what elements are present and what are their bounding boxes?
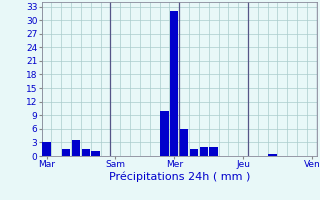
Bar <box>62 149 70 156</box>
Bar <box>190 149 198 156</box>
Bar <box>160 111 169 156</box>
Bar <box>200 147 208 156</box>
X-axis label: Précipitations 24h ( mm ): Précipitations 24h ( mm ) <box>108 172 250 182</box>
Bar <box>209 147 218 156</box>
Bar <box>180 129 188 156</box>
Bar <box>72 140 80 156</box>
Bar <box>92 151 100 156</box>
Bar <box>42 142 51 156</box>
Bar <box>170 11 179 156</box>
Bar <box>268 154 277 156</box>
Bar <box>82 149 90 156</box>
